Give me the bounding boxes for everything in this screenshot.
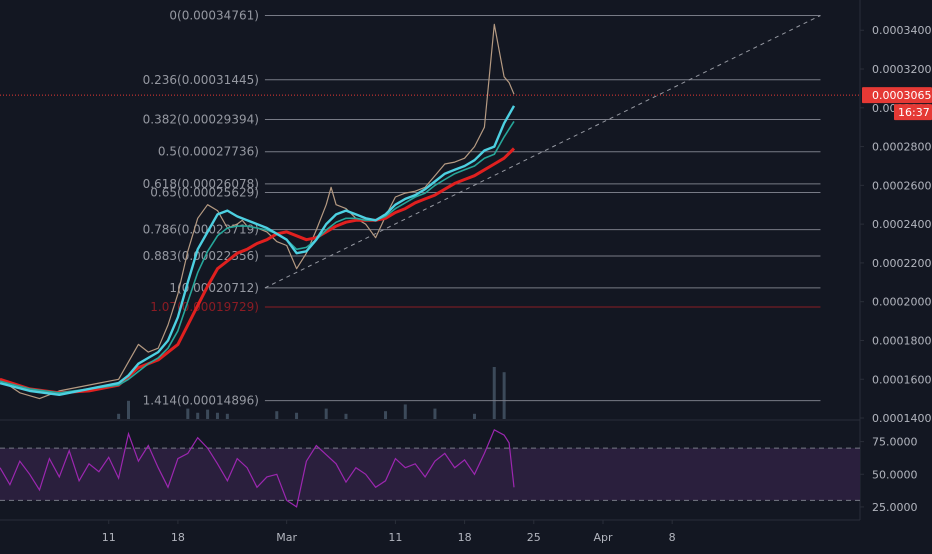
ema-fast-series: [0, 105, 516, 396]
price-axis-tick-label: 0.00018000: [872, 334, 932, 347]
fib-level-label: 0.382(0.00029394): [143, 113, 259, 127]
fib-level-label: 1.07(0.00019729): [150, 300, 259, 314]
volume-bar: [472, 413, 476, 419]
price-axis-tick-label: 0.00028000: [872, 141, 932, 154]
volume-bar: [196, 412, 200, 419]
countdown-label: 16:37: [898, 106, 930, 119]
price-series: [0, 23, 515, 400]
fib-level-label: 0.65(0.00025629): [150, 186, 259, 200]
ema-mid-series: [0, 120, 515, 394]
rsi-axis-tick-label: 25.0000: [872, 501, 918, 514]
time-axis-tick-label: 8: [669, 531, 676, 544]
volume-bar: [206, 409, 210, 419]
fib-level-label: 0(0.00034761): [169, 8, 259, 22]
trendline: [264, 15, 821, 289]
current-price-label: 0.00030653: [872, 89, 932, 102]
volume-bar: [117, 413, 121, 419]
volume-bar: [344, 413, 348, 419]
fib-level-label: 0.618(0.00026078): [143, 177, 259, 191]
time-axis-tick-label: 18: [171, 531, 185, 544]
price-axis-tick-label: 0.00020000: [872, 296, 932, 309]
rsi-band: [0, 448, 860, 501]
price-axis-tick-label: 0.00034000: [872, 24, 932, 37]
rsi-series: [0, 428, 515, 508]
price-axis-tick-label: 0.00014000: [872, 412, 932, 425]
fib-level-label: 1(0.00020712): [169, 281, 259, 295]
volume-bar: [295, 412, 299, 419]
time-axis-tick-label: 18: [458, 531, 472, 544]
time-axis-tick-label: 25: [527, 531, 541, 544]
price-axis-tick-label: 0.00032000: [872, 63, 932, 76]
fib-level-label: 1.414(0.00014896): [143, 394, 259, 408]
fib-level-label: 0.5(0.00027736): [158, 145, 259, 159]
price-axis-tick-label: 0.00022000: [872, 257, 932, 270]
volume-bar: [275, 411, 279, 419]
volume-bar: [433, 408, 437, 419]
current-price-badge: [862, 87, 932, 104]
volume-bar: [403, 404, 407, 419]
time-axis-tick-label: Apr: [593, 531, 613, 544]
volume-bar: [384, 411, 388, 419]
volume-bar: [215, 412, 219, 419]
fib-level-label: 0.236(0.00031445): [143, 73, 259, 87]
time-axis-tick-label: 11: [388, 531, 402, 544]
price-axis-tick-label: 0.00016000: [872, 373, 932, 386]
price-axis-tick-label: 0.00026000: [872, 179, 932, 192]
price-axis-tick-label: 0.00024000: [872, 218, 932, 231]
time-axis-tick-label: 11: [102, 531, 116, 544]
rsi-axis-tick-label: 50.0000: [872, 468, 918, 481]
volume-bar: [502, 372, 506, 419]
volume-bar: [324, 408, 328, 419]
countdown-badge: [894, 104, 932, 121]
time-axis-tick-label: Mar: [276, 531, 297, 544]
volume-bar: [225, 413, 229, 419]
rsi-axis-tick-label: 75.0000: [872, 436, 918, 449]
fib-level-label: 0.786(0.00023719): [143, 223, 259, 237]
volume-bar: [492, 367, 496, 419]
volume-bar: [186, 408, 190, 419]
volume-bar: [127, 400, 131, 419]
